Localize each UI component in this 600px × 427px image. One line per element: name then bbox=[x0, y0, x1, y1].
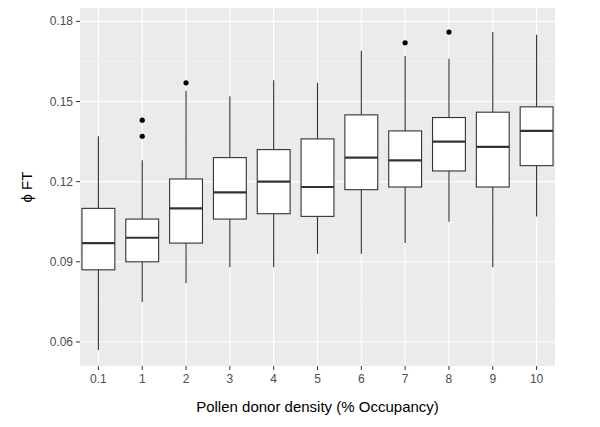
x-tick bbox=[186, 366, 187, 370]
median-line bbox=[433, 140, 466, 142]
box bbox=[170, 179, 203, 243]
x-axis-title: Pollen donor density (% Occupancy) bbox=[196, 398, 439, 415]
outlier bbox=[446, 29, 451, 34]
y-axis-title: ϕ FT bbox=[18, 172, 35, 203]
box bbox=[126, 219, 159, 262]
upper-whisker bbox=[229, 96, 230, 157]
x-tick bbox=[229, 366, 230, 370]
box bbox=[433, 118, 466, 171]
x-grid-line bbox=[142, 8, 143, 366]
upper-whisker bbox=[536, 35, 537, 107]
median-line bbox=[213, 191, 246, 193]
x-tick bbox=[98, 366, 99, 370]
y-tick bbox=[76, 181, 80, 182]
median-line bbox=[476, 146, 509, 148]
box bbox=[520, 107, 553, 166]
x-tick bbox=[536, 366, 537, 370]
x-grid-line bbox=[98, 8, 99, 366]
y-tick-label: 0.15 bbox=[50, 95, 74, 109]
y-tick-label: 0.12 bbox=[50, 175, 74, 189]
x-tick bbox=[317, 366, 318, 370]
lower-whisker bbox=[98, 270, 99, 350]
median-line bbox=[126, 237, 159, 239]
box bbox=[345, 115, 378, 190]
upper-whisker bbox=[448, 59, 449, 118]
lower-whisker bbox=[317, 216, 318, 253]
chart: 0.06 0.09 0.12 0.15 0.18 0.1 1 2 3 4 5 6 7 8 9 10 Pollen… bbox=[0, 0, 600, 427]
lower-whisker bbox=[229, 219, 230, 267]
x-tick-label: 4 bbox=[270, 372, 277, 386]
upper-whisker bbox=[492, 32, 493, 112]
median-line bbox=[389, 159, 422, 161]
x-tick-label: 7 bbox=[402, 372, 409, 386]
median-line bbox=[520, 130, 553, 132]
upper-whisker bbox=[361, 51, 362, 115]
plot-panel bbox=[80, 8, 555, 366]
upper-whisker bbox=[142, 160, 143, 219]
y-tick bbox=[76, 341, 80, 342]
lower-whisker bbox=[492, 187, 493, 267]
upper-whisker bbox=[405, 56, 406, 131]
box bbox=[82, 208, 115, 269]
x-tick bbox=[448, 366, 449, 370]
x-tick-label: 5 bbox=[314, 372, 321, 386]
median-line bbox=[82, 242, 115, 244]
x-grid-line bbox=[448, 8, 449, 366]
upper-whisker bbox=[317, 83, 318, 139]
x-tick-label: 6 bbox=[358, 372, 365, 386]
y-tick bbox=[76, 101, 80, 102]
y-tick bbox=[76, 21, 80, 22]
lower-whisker bbox=[273, 214, 274, 267]
upper-whisker bbox=[185, 91, 186, 179]
y-tick-label: 0.09 bbox=[50, 255, 74, 269]
y-tick-label: 0.06 bbox=[50, 335, 74, 349]
median-line bbox=[257, 181, 290, 183]
x-tick-label: 2 bbox=[183, 372, 190, 386]
upper-whisker bbox=[273, 80, 274, 149]
x-tick bbox=[142, 366, 143, 370]
y-tick-label: 0.18 bbox=[50, 14, 74, 28]
box bbox=[213, 158, 246, 219]
x-tick bbox=[361, 366, 362, 370]
x-tick-label: 10 bbox=[530, 372, 544, 386]
x-tick bbox=[405, 366, 406, 370]
box bbox=[257, 150, 290, 214]
box bbox=[301, 139, 334, 216]
x-tick-label: 9 bbox=[489, 372, 496, 386]
x-tick-label: 3 bbox=[227, 372, 234, 386]
outlier bbox=[140, 134, 145, 139]
box bbox=[476, 112, 509, 187]
lower-whisker bbox=[405, 187, 406, 243]
median-line bbox=[301, 186, 334, 188]
lower-whisker bbox=[185, 243, 186, 283]
box bbox=[389, 131, 422, 187]
lower-whisker bbox=[142, 262, 143, 302]
outlier bbox=[140, 118, 145, 123]
y-tick bbox=[76, 261, 80, 262]
outlier bbox=[183, 80, 188, 85]
upper-whisker bbox=[98, 136, 99, 208]
median-line bbox=[170, 207, 203, 209]
lower-whisker bbox=[361, 190, 362, 254]
lower-whisker bbox=[448, 171, 449, 222]
x-tick-label: 1 bbox=[139, 372, 146, 386]
boxes bbox=[82, 29, 553, 350]
outlier bbox=[403, 40, 408, 45]
median-line bbox=[345, 157, 378, 159]
x-grid-line bbox=[536, 8, 537, 366]
x-tick-label: 0.1 bbox=[90, 372, 107, 386]
lower-whisker bbox=[536, 166, 537, 217]
x-tick-label: 8 bbox=[446, 372, 453, 386]
x-tick bbox=[492, 366, 493, 370]
x-tick bbox=[273, 366, 274, 370]
